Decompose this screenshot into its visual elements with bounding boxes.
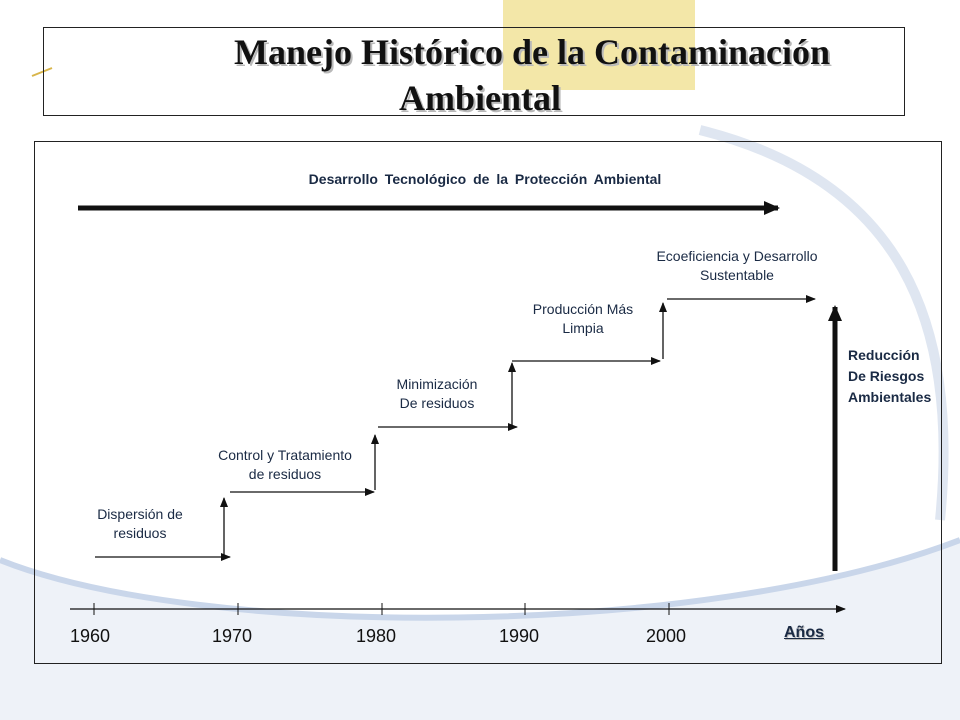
risk-reduction-label-line3: Ambientales bbox=[848, 389, 932, 405]
stage-label-5-line2: Sustentable bbox=[700, 267, 774, 283]
yellow-accent-block bbox=[503, 0, 695, 90]
year-label-1990: 1990 bbox=[499, 626, 540, 646]
stage-label-4-line1: Producción Más bbox=[532, 301, 634, 317]
risk-reduction-label-line2: De Riesgos bbox=[848, 368, 925, 384]
stage-label-2: Control y Tratamiento de residuos bbox=[195, 446, 375, 484]
year-label-1980: 1980 bbox=[356, 626, 397, 646]
tech-development-label: Desarrollo Tecnológico de la Protección … bbox=[308, 171, 662, 187]
page-title-line2: Ambiental bbox=[399, 78, 561, 118]
risk-reduction-label: Reducción De Riesgos Ambientales bbox=[848, 345, 948, 408]
risk-reduction-label-line1: Reducción bbox=[848, 347, 920, 363]
stage-label-3-line1: Minimización bbox=[396, 376, 478, 392]
stage-label-4-line2: Limpia bbox=[562, 320, 604, 336]
stage-label-4: Producción Más Limpia bbox=[510, 300, 656, 338]
accent-stroke bbox=[31, 67, 53, 77]
diagram-frame bbox=[34, 141, 942, 664]
stage-label-1-line2: residuos bbox=[113, 525, 167, 541]
page-title-line1: Manejo Histórico de la Contaminación bbox=[234, 32, 830, 72]
stage-label-1: Dispersión de residuos bbox=[60, 505, 220, 543]
stage-label-2-line1: Control y Tratamiento bbox=[218, 447, 352, 463]
year-label-1960: 1960 bbox=[70, 626, 111, 646]
year-label-1970: 1970 bbox=[212, 626, 253, 646]
stage-label-5: Ecoeficiencia y Desarrollo Sustentable bbox=[638, 247, 836, 285]
stage-label-3-line2: De residuos bbox=[399, 395, 475, 411]
axis-label-years: Años bbox=[784, 624, 824, 641]
stage-label-5-line1: Ecoeficiencia y Desarrollo bbox=[656, 248, 818, 264]
stage-label-3: Minimización De residuos bbox=[367, 375, 507, 413]
stage-label-1-line1: Dispersión de bbox=[97, 506, 183, 522]
stage-label-2-line2: de residuos bbox=[248, 466, 322, 482]
swoosh-arc bbox=[698, 125, 949, 521]
swoosh-fill bbox=[0, 540, 960, 720]
swoosh-curve bbox=[0, 537, 960, 621]
year-label-2000: 2000 bbox=[646, 626, 687, 646]
title-box bbox=[43, 27, 905, 116]
